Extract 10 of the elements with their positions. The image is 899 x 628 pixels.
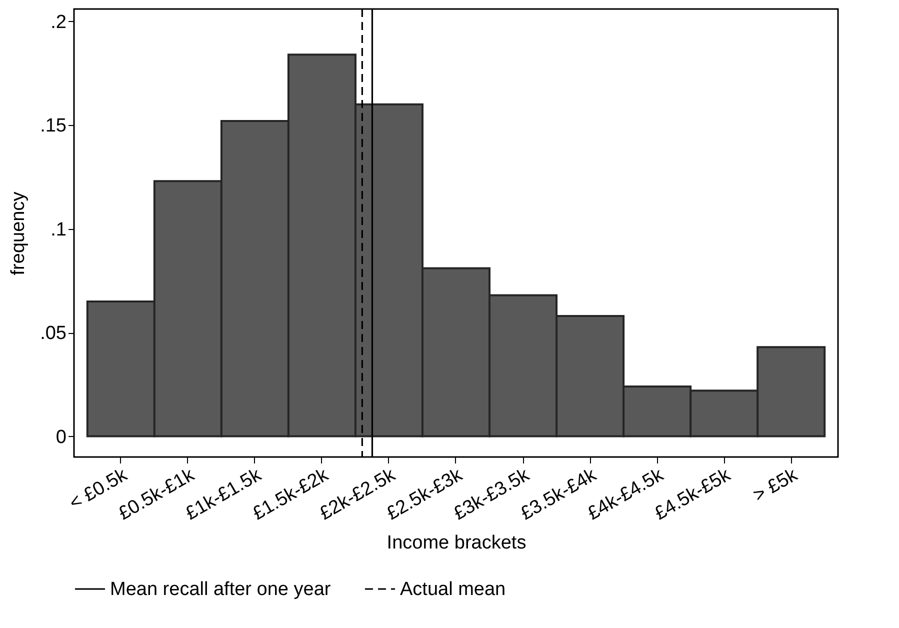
y-tick-label: .1 [50,219,66,240]
y-tick-label: .15 [40,116,66,137]
y-tick-label: .2 [50,12,66,33]
legend-label: Mean recall after one year [110,579,332,600]
y-axis-title: frequency [8,191,30,276]
y-tick-label: 0 [56,426,66,448]
x-tick-label: > £5k [750,464,802,506]
x-axis-title: Income brackets [386,532,526,554]
legend-label: Actual mean [400,579,506,600]
y-tick-label: .05 [40,323,66,344]
